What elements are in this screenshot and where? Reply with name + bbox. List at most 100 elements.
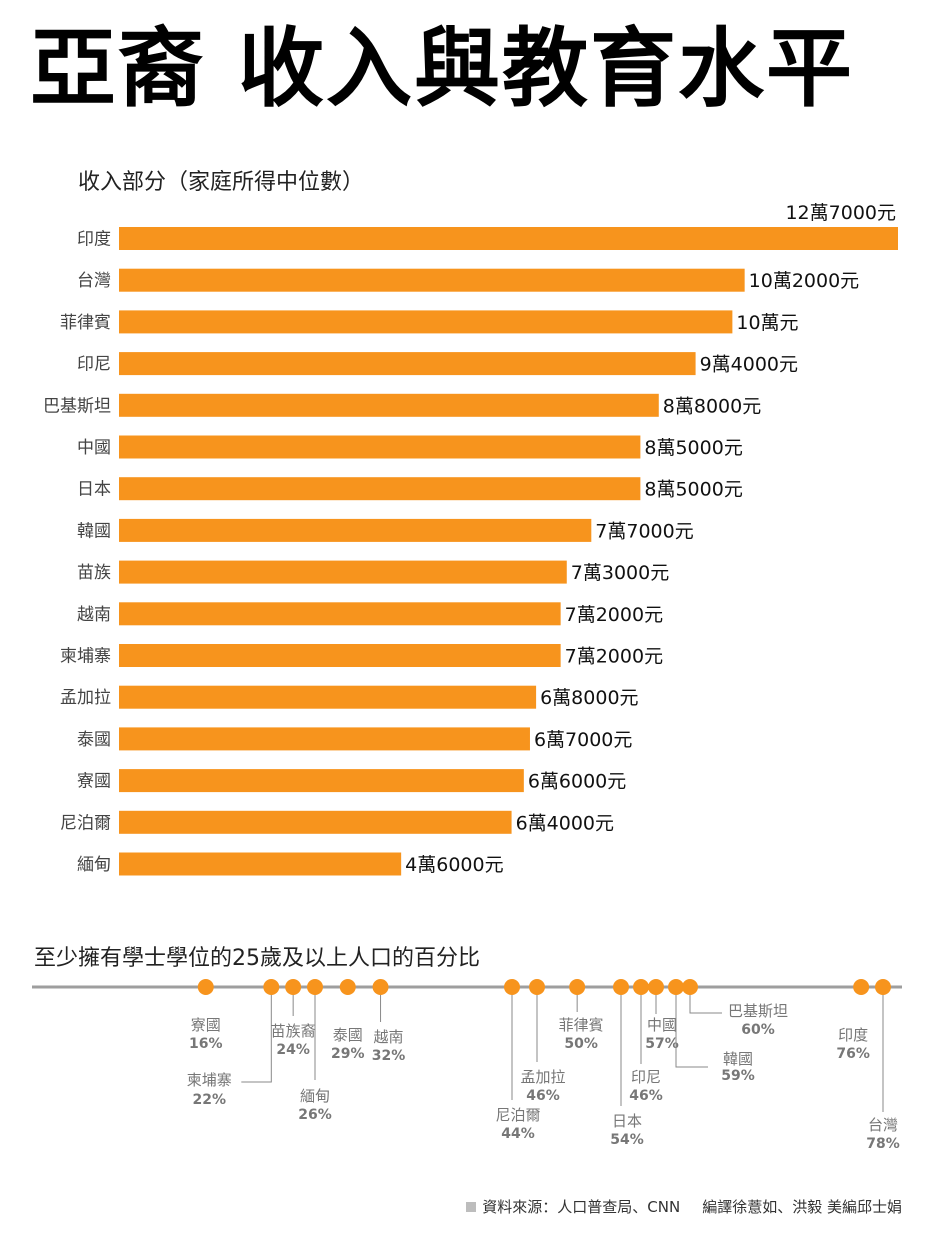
bar-category-label: 泰國 bbox=[77, 730, 111, 750]
education-dot bbox=[613, 979, 629, 995]
footer: 資料來源：人口普查局、CNN 編譯徐薏如、洪毅 美編邱士娟 bbox=[466, 1196, 902, 1217]
dot-percent-label: 59% bbox=[721, 1068, 755, 1084]
bar-value-label: 8萬5000元 bbox=[644, 437, 742, 459]
education-dot bbox=[853, 979, 870, 995]
footer-credit: 編譯徐薏如、洪毅 美編邱士娟 bbox=[702, 1198, 902, 1216]
dot-percent-label: 46% bbox=[526, 1088, 560, 1104]
income-bar bbox=[119, 518, 592, 542]
bar-category-label: 印度 bbox=[77, 230, 111, 250]
dot-name-label: 印尼 bbox=[631, 1068, 661, 1086]
income-bar bbox=[119, 477, 641, 501]
dot-percent-label: 22% bbox=[193, 1092, 227, 1108]
bar-category-label: 寮國 bbox=[77, 772, 111, 792]
bar-category-label: 緬甸 bbox=[77, 855, 111, 875]
dot-name-label: 韓國 bbox=[723, 1050, 753, 1068]
education-dot bbox=[307, 979, 323, 995]
dot-percent-label: 76% bbox=[836, 1046, 870, 1062]
dot-leader-line bbox=[675, 987, 708, 1068]
bar-value-label: 7萬3000元 bbox=[571, 562, 669, 584]
income-bar bbox=[119, 310, 733, 334]
income-bar bbox=[119, 602, 561, 626]
bar-category-label: 菲律賓 bbox=[60, 313, 111, 333]
education-chart-title: 至少擁有學士學位的25歲及以上人口的百分比 bbox=[34, 946, 480, 971]
dot-leader-line bbox=[241, 987, 272, 1083]
bar-value-label: 7萬2000元 bbox=[565, 646, 663, 668]
education-dot bbox=[569, 979, 586, 995]
income-bar bbox=[119, 268, 745, 292]
income-bar bbox=[119, 852, 402, 876]
footer-square-icon bbox=[466, 1201, 477, 1212]
bar-category-label: 韓國 bbox=[77, 521, 111, 541]
bar-category-label: 孟加拉 bbox=[60, 688, 111, 708]
dot-name-label: 台灣 bbox=[868, 1116, 898, 1134]
bar-value-label: 6萬8000元 bbox=[540, 687, 638, 709]
income-bar bbox=[119, 644, 561, 667]
dot-percent-label: 29% bbox=[331, 1046, 365, 1062]
bar-category-label: 中國 bbox=[77, 438, 111, 458]
education-dot bbox=[668, 979, 684, 995]
dot-name-label: 巴基斯坦 bbox=[728, 1002, 788, 1020]
education-dot bbox=[197, 979, 214, 995]
income-bar bbox=[119, 685, 537, 709]
dot-name-label: 苗族裔 bbox=[271, 1022, 316, 1040]
footer-source: 資料來源：人口普查局、CNN bbox=[482, 1198, 681, 1216]
dot-name-label: 尼泊爾 bbox=[495, 1106, 540, 1124]
education-dot bbox=[339, 979, 356, 995]
bar-value-label: 8萬5000元 bbox=[644, 479, 742, 501]
dot-percent-label: 54% bbox=[610, 1132, 644, 1148]
dot-name-label: 泰國 bbox=[333, 1026, 363, 1044]
income-bar bbox=[119, 810, 512, 834]
education-dot bbox=[504, 979, 520, 995]
dot-name-label: 緬甸 bbox=[300, 1087, 330, 1105]
dot-percent-label: 24% bbox=[276, 1042, 310, 1058]
dot-name-label: 印度 bbox=[838, 1026, 868, 1044]
dot-name-label: 日本 bbox=[612, 1112, 642, 1130]
income-bar bbox=[119, 393, 659, 417]
page-title: 亞裔 收入與教育水平 bbox=[30, 19, 854, 119]
dot-name-label: 柬埔寨 bbox=[187, 1071, 232, 1089]
bar-value-label: 7萬7000元 bbox=[595, 520, 693, 542]
education-dot-chart: 寮國 16% 柬埔寨 22% 苗族裔 24% 緬甸 26% 泰國 29% 越南 32% 尼泊爾 44% 孟加… bbox=[32, 979, 902, 1152]
bar-category-label: 印尼 bbox=[77, 355, 111, 375]
education-dot bbox=[682, 979, 698, 995]
income-bar bbox=[119, 227, 898, 250]
income-bar bbox=[119, 352, 696, 376]
income-bar bbox=[119, 435, 641, 459]
education-dot bbox=[372, 979, 389, 995]
dot-name-label: 中國 bbox=[647, 1016, 677, 1034]
education-dot bbox=[529, 979, 545, 995]
education-dot bbox=[875, 979, 891, 995]
dot-percent-label: 44% bbox=[501, 1126, 535, 1142]
education-dot bbox=[633, 979, 649, 995]
income-bar bbox=[119, 560, 567, 584]
dot-percent-label: 46% bbox=[629, 1088, 663, 1104]
education-dot bbox=[263, 979, 280, 995]
bar-value-label: 7萬2000元 bbox=[565, 604, 663, 626]
bar-category-label: 日本 bbox=[77, 480, 111, 500]
bar-value-label: 10萬2000元 bbox=[749, 270, 860, 292]
bar-value-label: 6萬4000元 bbox=[516, 812, 614, 834]
bar-value-label: 8萬8000元 bbox=[663, 395, 761, 417]
dot-percent-label: 78% bbox=[866, 1136, 900, 1152]
dot-name-label: 孟加拉 bbox=[520, 1068, 565, 1086]
dot-percent-label: 57% bbox=[645, 1036, 679, 1052]
dot-percent-label: 16% bbox=[189, 1036, 223, 1052]
bar-value-label: 4萬6000元 bbox=[405, 854, 503, 876]
income-bar bbox=[119, 727, 530, 751]
education-dot bbox=[648, 979, 664, 995]
bar-category-label: 苗族 bbox=[77, 563, 111, 583]
dot-percent-label: 26% bbox=[298, 1107, 332, 1123]
income-bar bbox=[119, 769, 524, 793]
bar-category-label: 越南 bbox=[77, 605, 111, 625]
education-dot bbox=[285, 979, 302, 995]
bar-value-label: 12萬7000元 bbox=[785, 202, 896, 224]
dot-leader-line bbox=[689, 987, 722, 1014]
bar-category-label: 巴基斯坦 bbox=[43, 396, 111, 416]
dot-name-label: 寮國 bbox=[191, 1016, 221, 1034]
dot-percent-label: 60% bbox=[741, 1022, 775, 1038]
bar-category-label: 尼泊爾 bbox=[60, 813, 111, 833]
bar-category-label: 柬埔寨 bbox=[60, 647, 111, 667]
dot-name-label: 越南 bbox=[374, 1028, 404, 1046]
dot-percent-label: 32% bbox=[372, 1048, 406, 1064]
